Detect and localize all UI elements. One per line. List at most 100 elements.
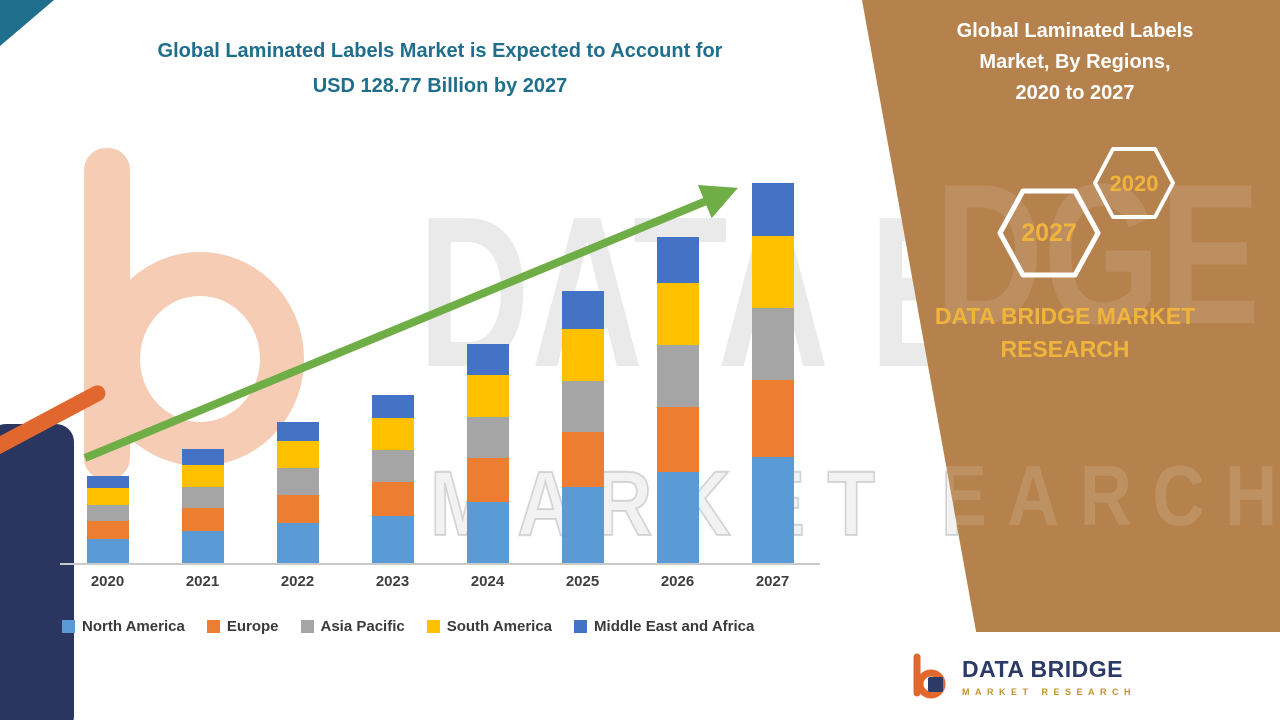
bar-segment-south-america (466, 375, 509, 417)
bar-segment-europe (466, 458, 509, 502)
x-axis-label-2027: 2027 (755, 573, 790, 590)
legend-swatch (574, 620, 588, 633)
bar-segment-north-america (371, 515, 414, 563)
bar-segment-middle-east-and-africa (371, 394, 414, 419)
databridge-logo-icon (913, 653, 946, 699)
bar-slot-2020 (60, 150, 155, 563)
x-axis-label-2022: 2022 (280, 573, 315, 590)
bar-segment-europe (561, 432, 604, 487)
x-axis-label-2024: 2024 (470, 573, 505, 590)
brand-text: DATA BRIDGE MARKET RESEARCH (898, 300, 1232, 367)
bar-segment-south-america (276, 441, 319, 469)
bar-segment-north-america (466, 501, 509, 563)
logo-card: DATA BRIDGE MARKET RESEARCH (875, 632, 1280, 720)
x-axis-label-2020: 2020 (90, 573, 125, 590)
legend-label: South America (446, 618, 553, 635)
bar-segment-asia-pacific (466, 416, 509, 459)
bar-segment-north-america (86, 538, 129, 563)
legend-label: Europe (226, 618, 279, 635)
bar-segment-middle-east-and-africa (561, 291, 604, 330)
legend-swatch (206, 620, 220, 633)
bar-segment-middle-east-and-africa (466, 344, 509, 376)
bar-segment-europe (656, 406, 699, 472)
panel-heading-line2: Market, By Regions, (979, 51, 1171, 73)
logo-name: DATA BRIDGE (962, 655, 1123, 682)
bar-segment-middle-east-and-africa (86, 476, 129, 489)
bar-segment-south-america (751, 235, 794, 309)
stacked-bar-2022 (276, 421, 319, 563)
bar-segment-middle-east-and-africa (181, 449, 224, 466)
legend-swatch (300, 620, 314, 633)
bar-segment-north-america (181, 531, 224, 563)
legend: North America Europe Asia Pacific South Ame… (62, 618, 754, 635)
page-title-line1: Global Laminated Labels Market is Expect… (157, 40, 723, 62)
panel-heading-line3: 2020 to 2027 (1015, 82, 1135, 104)
bar-segment-asia-pacific (561, 380, 604, 433)
legend-label: North America (82, 618, 185, 635)
bar-segment-asia-pacific (276, 468, 319, 496)
bar-segment-north-america (656, 471, 699, 563)
bar-segment-europe (276, 495, 319, 524)
stacked-bar-2026 (656, 237, 699, 563)
bar-segment-asia-pacific (86, 504, 129, 522)
legend-label: Middle East and Africa (594, 618, 755, 635)
hexagon-2020-label: 2020 (1110, 171, 1159, 196)
bar-slot-2022 (250, 150, 345, 563)
legend-item-south-america: South America (426, 618, 553, 635)
bar-segment-south-america (371, 418, 414, 451)
legend-swatch (62, 620, 75, 633)
x-axis-label-2025: 2025 (565, 573, 600, 590)
bar-segment-north-america (276, 523, 319, 563)
bar-segment-south-america (86, 488, 129, 505)
legend-item-europe: Europe (206, 618, 279, 635)
bar-segment-europe (181, 508, 224, 532)
x-axis-labels: 2020 2021 2022 2023 2024 2025 2026 2027 (60, 573, 820, 590)
brand-line2: RESEARCH (1000, 336, 1130, 363)
stacked-bar-2025 (561, 291, 604, 563)
bar-segment-europe (86, 521, 129, 539)
legend-item-middle-east-and-africa: Middle East and Africa (574, 618, 754, 635)
legend-swatch (426, 620, 440, 633)
bar-slot-2027 (725, 150, 820, 563)
bar-segment-south-america (181, 465, 224, 487)
bar-slot-2023 (345, 150, 440, 563)
stacked-bar-2027 (751, 183, 794, 563)
stacked-bar-2021 (181, 449, 224, 563)
bar-segment-europe (371, 482, 414, 516)
hexagon-badge-2027: 2027 (997, 188, 1101, 278)
bar-segment-asia-pacific (656, 344, 699, 407)
panel-heading-line1: Global Laminated Labels (956, 20, 1194, 42)
x-axis-label-2021: 2021 (185, 573, 220, 590)
bar-slot-2025 (535, 150, 630, 563)
side-panel: DGE SEARCH Global Laminated Labels Marke… (862, 0, 1280, 720)
bar-segment-south-america (656, 282, 699, 345)
legend-label: Asia Pacific (320, 618, 405, 635)
x-axis-label-2023: 2023 (375, 573, 410, 590)
bar-segment-middle-east-and-africa (656, 237, 699, 283)
bar-slot-2026 (630, 150, 725, 563)
legend-item-north-america: North America (62, 618, 185, 635)
stacked-bar-chart: 2020 2021 2022 2023 2024 2025 2026 2027 (60, 150, 820, 610)
bar-segment-middle-east-and-africa (751, 183, 794, 236)
bar-slot-2021 (155, 150, 250, 563)
plot-area (60, 150, 820, 565)
page-title: Global Laminated Labels Market is Expect… (60, 34, 820, 104)
hexagon-badge-2020: 2020 (1093, 147, 1175, 219)
stacked-bar-2023 (371, 394, 414, 563)
x-axis-label-2026: 2026 (660, 573, 695, 590)
bar-segment-south-america (561, 329, 604, 381)
brand-line1: DATA BRIDGE MARKET (934, 303, 1196, 329)
bar-slot-2024 (440, 150, 535, 563)
corner-triangle-decoration (0, 0, 54, 46)
logo-text: DATA BRIDGE MARKET RESEARCH (962, 656, 1136, 697)
panel-heading: Global Laminated Labels Market, By Regio… (915, 16, 1235, 109)
bar-segment-north-america (751, 456, 794, 563)
page-title-line2: USD 128.77 Billion by 2027 (312, 75, 568, 97)
stacked-bar-2024 (466, 344, 509, 563)
hexagon-2027-label: 2027 (1021, 219, 1077, 247)
stacked-bar-2020 (86, 476, 129, 563)
logo-watermark-square (0, 424, 74, 720)
logo-subtitle: MARKET RESEARCH (962, 686, 1137, 697)
bar-segment-north-america (561, 486, 604, 563)
